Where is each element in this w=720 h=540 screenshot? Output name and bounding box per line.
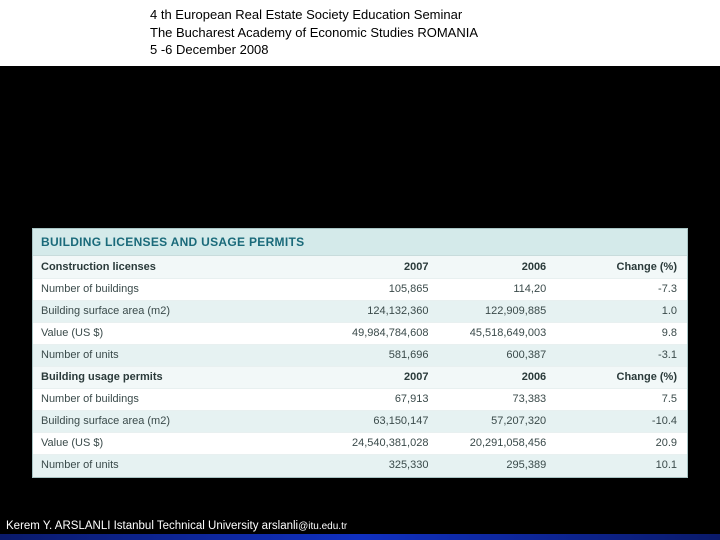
header-line-1: 4 th European Real Estate Society Educat… xyxy=(150,6,720,24)
col-2007: 2007 xyxy=(321,366,439,388)
cell-label: Number of buildings xyxy=(33,278,321,300)
cell-value: 105,865 xyxy=(321,278,439,300)
col-2007: 2007 xyxy=(321,256,439,278)
slide-footer: Kerem Y. ARSLANLI Istanbul Technical Uni… xyxy=(6,520,347,532)
cell-label: Number of units xyxy=(33,454,321,476)
cell-value: 10.1 xyxy=(556,454,687,476)
cell-value: 7.5 xyxy=(556,388,687,410)
col-change: Change (%) xyxy=(556,256,687,278)
section2-header-row: Building usage permits 2007 2006 Change … xyxy=(33,366,687,388)
table-title: BUILDING LICENSES AND USAGE PERMITS xyxy=(33,229,687,256)
cell-value: -7.3 xyxy=(556,278,687,300)
footer-author: Kerem Y. ARSLANLI Istanbul Technical Uni… xyxy=(6,520,298,532)
footer-bar xyxy=(0,534,720,540)
cell-value: 57,207,320 xyxy=(438,410,556,432)
cell-value: -3.1 xyxy=(556,344,687,366)
table-row: Value (US $) 49,984,784,608 45,518,649,0… xyxy=(33,322,687,344)
cell-label: Building surface area (m2) xyxy=(33,300,321,322)
cell-value: -10.4 xyxy=(556,410,687,432)
cell-label: Building surface area (m2) xyxy=(33,410,321,432)
col-2006: 2006 xyxy=(438,256,556,278)
table-row: Number of units 581,696 600,387 -3.1 xyxy=(33,344,687,366)
slide-header: 4 th European Real Estate Society Educat… xyxy=(0,0,720,66)
cell-value: 600,387 xyxy=(438,344,556,366)
cell-value: 1.0 xyxy=(556,300,687,322)
cell-value: 24,540,381,028 xyxy=(321,432,439,454)
cell-value: 63,150,147 xyxy=(321,410,439,432)
cell-value: 114,20 xyxy=(438,278,556,300)
cell-value: 325,330 xyxy=(321,454,439,476)
cell-value: 9.8 xyxy=(556,322,687,344)
table-row: Building surface area (m2) 63,150,147 57… xyxy=(33,410,687,432)
licenses-table: Construction licenses 2007 2006 Change (… xyxy=(33,256,687,477)
footer-email-suffix: @itu.edu.tr xyxy=(298,521,347,532)
cell-label: Number of units xyxy=(33,344,321,366)
data-table: BUILDING LICENSES AND USAGE PERMITS Cons… xyxy=(32,228,688,478)
cell-value: 124,132,360 xyxy=(321,300,439,322)
table-row: Number of buildings 105,865 114,20 -7.3 xyxy=(33,278,687,300)
cell-value: 49,984,784,608 xyxy=(321,322,439,344)
table-row: Building surface area (m2) 124,132,360 1… xyxy=(33,300,687,322)
table-row: Value (US $) 24,540,381,028 20,291,058,4… xyxy=(33,432,687,454)
table-row: Number of buildings 67,913 73,383 7.5 xyxy=(33,388,687,410)
table-row: Number of units 325,330 295,389 10.1 xyxy=(33,454,687,476)
col-change: Change (%) xyxy=(556,366,687,388)
cell-value: 581,696 xyxy=(321,344,439,366)
cell-value: 45,518,649,003 xyxy=(438,322,556,344)
col-label: Construction licenses xyxy=(33,256,321,278)
cell-label: Value (US $) xyxy=(33,322,321,344)
header-line-2: The Bucharest Academy of Economic Studie… xyxy=(150,24,720,42)
col-2006: 2006 xyxy=(438,366,556,388)
col-label: Building usage permits xyxy=(33,366,321,388)
section1-header-row: Construction licenses 2007 2006 Change (… xyxy=(33,256,687,278)
cell-value: 20,291,058,456 xyxy=(438,432,556,454)
cell-value: 295,389 xyxy=(438,454,556,476)
cell-value: 122,909,885 xyxy=(438,300,556,322)
cell-label: Number of buildings xyxy=(33,388,321,410)
header-line-3: 5 -6 December 2008 xyxy=(150,41,720,59)
cell-value: 67,913 xyxy=(321,388,439,410)
cell-value: 73,383 xyxy=(438,388,556,410)
cell-value: 20.9 xyxy=(556,432,687,454)
cell-label: Value (US $) xyxy=(33,432,321,454)
